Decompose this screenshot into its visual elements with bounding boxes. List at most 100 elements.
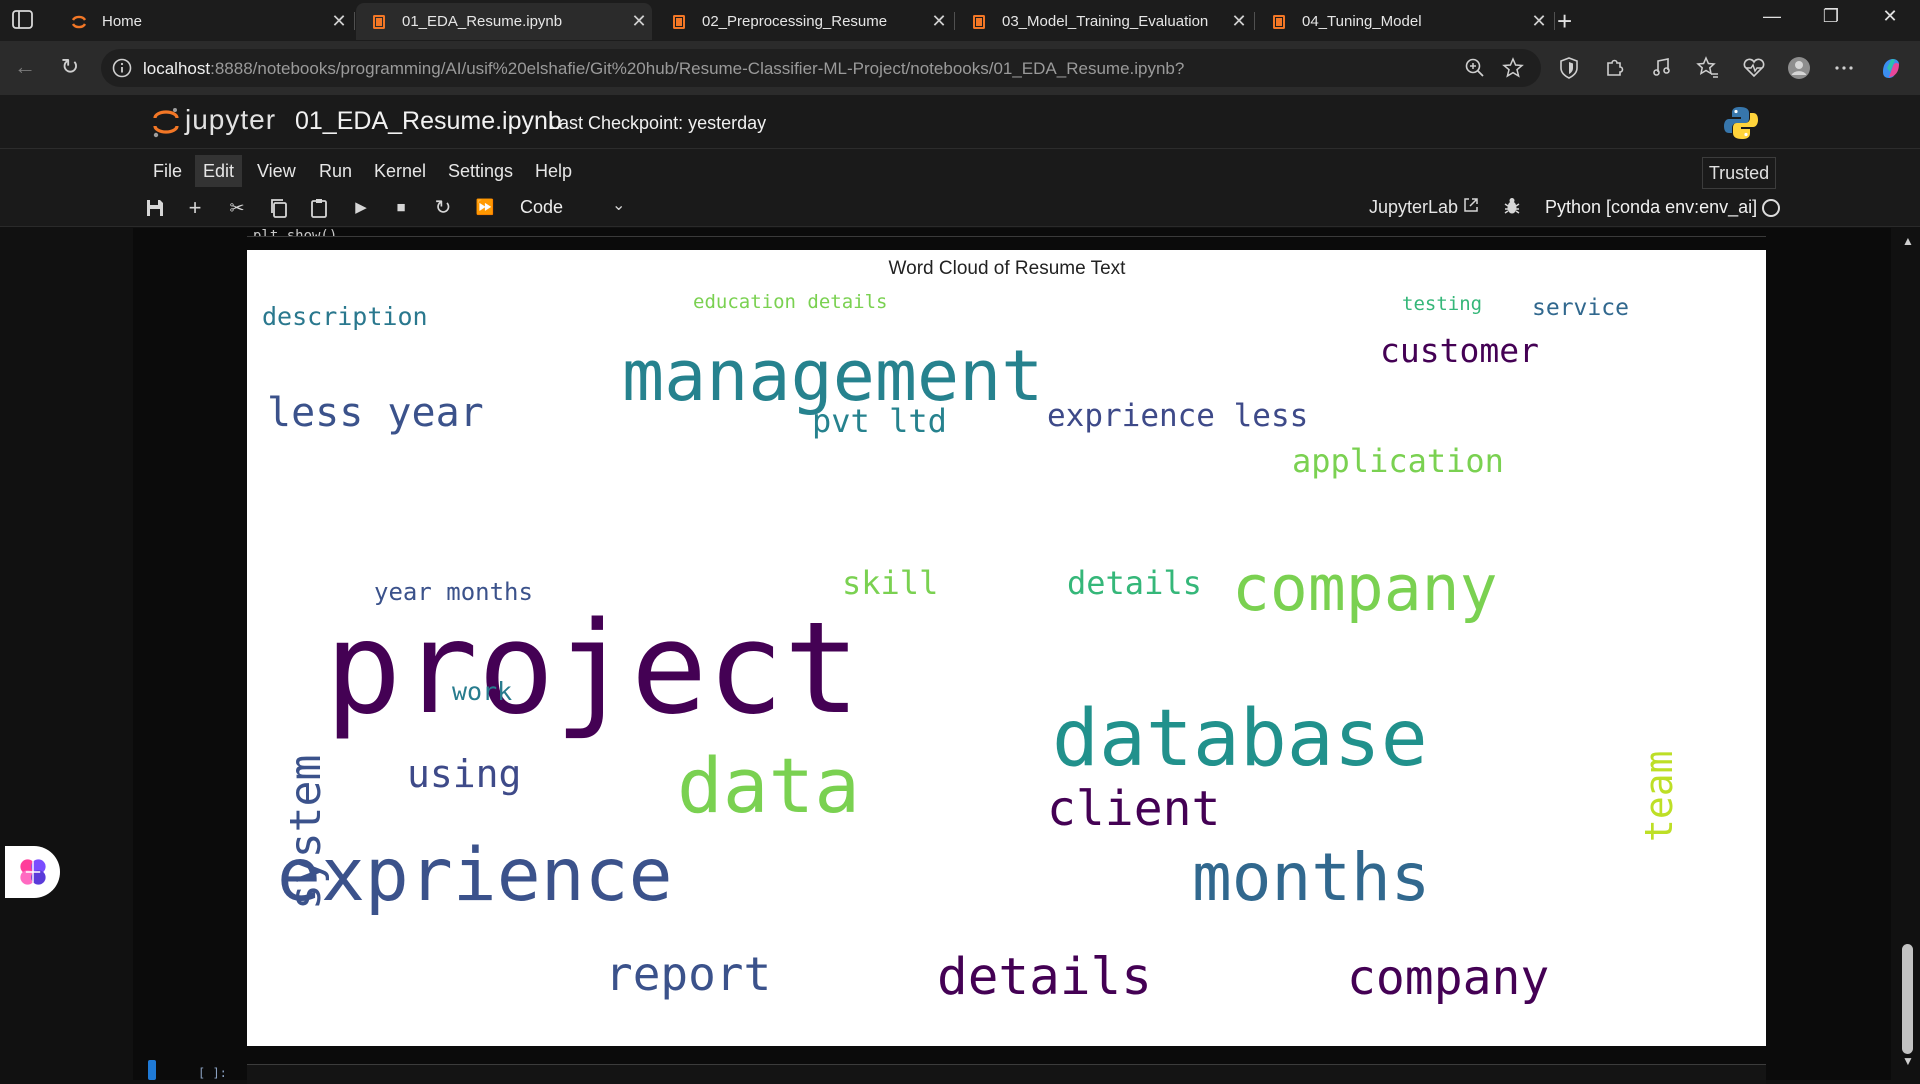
address-bar[interactable]: localhost:8888/notebooks/programming/AI/…	[101, 49, 1541, 87]
wordcloud-word: skill	[842, 564, 938, 602]
browser-essentials-icon[interactable]	[1740, 54, 1768, 82]
wordcloud-word: system	[281, 755, 331, 910]
profile-avatar-icon[interactable]	[1785, 54, 1813, 82]
trusted-indicator[interactable]: Trusted	[1702, 157, 1776, 189]
cell-execution-prompt: [ ]:	[198, 1066, 227, 1080]
scrollbar-thumb[interactable]	[1902, 944, 1913, 1054]
jupyter-menubar: File Edit View Run Kernel Settings Help …	[0, 149, 1920, 227]
wordcloud-word: pvt ltd	[812, 402, 947, 440]
menu-settings[interactable]: Settings	[448, 161, 514, 181]
wordcloud-word: exprience less	[1047, 398, 1308, 434]
tab-separator	[354, 12, 355, 30]
scroll-up-arrow-icon[interactable]: ▲	[1902, 234, 1914, 248]
wordcloud-word: work	[452, 677, 512, 706]
reload-button[interactable]: ↻	[60, 54, 80, 79]
previous-cell-code: plt.show()	[253, 228, 338, 237]
wordcloud-word: data	[677, 741, 860, 830]
run-all-icon[interactable]: ⏩	[475, 199, 495, 216]
tab-training-notebook[interactable]: 03_Model_Training_Evaluation ✕	[956, 3, 1252, 40]
cell-type-select[interactable]: Code	[520, 197, 564, 217]
tab-close-icon[interactable]: ✕	[1531, 11, 1547, 31]
media-icon[interactable]	[1648, 54, 1676, 82]
next-code-cell[interactable]	[247, 1064, 1766, 1084]
jupyter-logo-text: jupyter	[185, 104, 277, 135]
restart-icon[interactable]: ↻	[434, 197, 452, 219]
menu-kernel[interactable]: Kernel	[374, 161, 427, 181]
tab-title: 01_EDA_Resume.ipynb	[402, 13, 563, 30]
wordcloud-word: year months	[374, 578, 533, 606]
tab-close-icon[interactable]: ✕	[931, 11, 947, 31]
copilot-icon[interactable]	[1877, 54, 1905, 82]
tab-close-icon[interactable]: ✕	[1231, 11, 1247, 31]
wordcloud-word: report	[605, 947, 771, 1001]
wordcloud-word: client	[1047, 781, 1220, 837]
cell-border	[247, 236, 1766, 237]
favorite-star-icon[interactable]	[1501, 56, 1525, 80]
wordcloud-chart: Word Cloud of Resume Text project databas…	[262, 258, 1681, 1007]
menu-file[interactable]: File	[153, 161, 183, 181]
cut-icon[interactable]: ✂	[229, 198, 245, 218]
wordcloud-word: months	[1192, 839, 1430, 916]
add-cell-icon[interactable]: +	[188, 195, 202, 220]
back-button[interactable]: ←	[14, 54, 36, 79]
floating-assistant-button[interactable]	[5, 846, 60, 898]
jupyter-logo-icon[interactable]	[150, 105, 182, 139]
minimize-button[interactable]: —	[1763, 6, 1781, 26]
active-cell-indicator	[148, 1060, 156, 1080]
extensions-puzzle-icon[interactable]	[1600, 54, 1628, 82]
shield-extension-icon[interactable]	[1555, 54, 1583, 82]
wordcloud-word: project	[325, 594, 860, 742]
window-close-button[interactable]: ✕	[1882, 6, 1898, 26]
tab-title: 02_Preprocessing_Resume	[702, 13, 888, 30]
notebook-favicon-icon	[973, 14, 985, 29]
url-text: localhost:8888/notebooks/programming/AI/…	[143, 59, 1184, 79]
sidebar-toggle-icon[interactable]	[8, 7, 38, 33]
menu-help[interactable]: Help	[535, 161, 573, 181]
wordcloud-word: management	[622, 335, 1043, 417]
tab-eda-notebook[interactable]: 01_EDA_Resume.ipynb ✕	[356, 3, 652, 40]
wordcloud-word: less year	[267, 390, 484, 436]
paste-icon[interactable]	[306, 195, 332, 221]
tab-home[interactable]: Home ✕	[56, 3, 352, 40]
wordcloud-word: customer	[1380, 331, 1539, 370]
kernel-idle-status-icon	[1762, 199, 1780, 217]
notebook-title[interactable]: 01_EDA_Resume.ipynb	[295, 107, 562, 135]
tab-title: Home	[102, 13, 143, 30]
jupyterlab-link[interactable]: JupyterLab	[1369, 197, 1459, 217]
copy-icon[interactable]	[266, 195, 292, 221]
wordcloud-word: company	[1232, 552, 1498, 625]
run-icon[interactable]: ▶	[355, 199, 367, 216]
kernel-name[interactable]: Python [conda env:env_ai]	[1545, 197, 1758, 217]
more-options-icon[interactable]	[1830, 54, 1858, 82]
tab-separator	[1254, 12, 1255, 30]
menu-edit[interactable]: Edit	[195, 155, 243, 187]
external-link-icon[interactable]	[1462, 196, 1480, 214]
menu-view[interactable]: View	[257, 161, 296, 181]
wordcloud-word: testing	[1402, 293, 1482, 315]
browser-toolbar: ← ↻ localhost:8888/notebooks/programming…	[0, 41, 1920, 95]
save-icon[interactable]	[142, 195, 168, 221]
wordcloud-word: service	[1532, 295, 1629, 321]
tab-separator	[954, 12, 955, 30]
new-tab-button[interactable]: +	[1557, 6, 1573, 36]
menu-run[interactable]: Run	[319, 161, 353, 181]
debugger-bug-icon[interactable]	[1502, 196, 1522, 216]
url-path: :8888/notebooks/programming/AI/usif%20el…	[210, 59, 1185, 78]
notebook-favicon-icon	[673, 14, 685, 29]
tab-close-icon[interactable]: ✕	[331, 11, 347, 31]
chevron-down-icon[interactable]: ⌄	[612, 197, 626, 214]
notebook-scrollbar[interactable]: ▲ ▼	[1896, 228, 1920, 1080]
tab-preprocessing-notebook[interactable]: 02_Preprocessing_Resume ✕	[656, 3, 952, 40]
jupyter-favicon-icon	[71, 15, 87, 28]
wordcloud-word: company	[1347, 950, 1549, 1006]
site-info-icon[interactable]	[111, 57, 133, 79]
last-checkpoint: Last Checkpoint: yesterday	[549, 113, 767, 133]
tab-close-icon[interactable]: ✕	[631, 11, 647, 31]
zoom-icon[interactable]	[1463, 56, 1487, 80]
wordcloud-word: details	[937, 948, 1152, 1007]
tab-tuning-notebook[interactable]: 04_Tuning_Model ✕	[1256, 3, 1552, 40]
scroll-down-arrow-icon[interactable]: ▼	[1902, 1054, 1914, 1068]
favorites-icon[interactable]	[1694, 54, 1722, 82]
stop-icon[interactable]: ■	[396, 199, 406, 216]
restore-button[interactable]: ❐	[1822, 6, 1840, 26]
